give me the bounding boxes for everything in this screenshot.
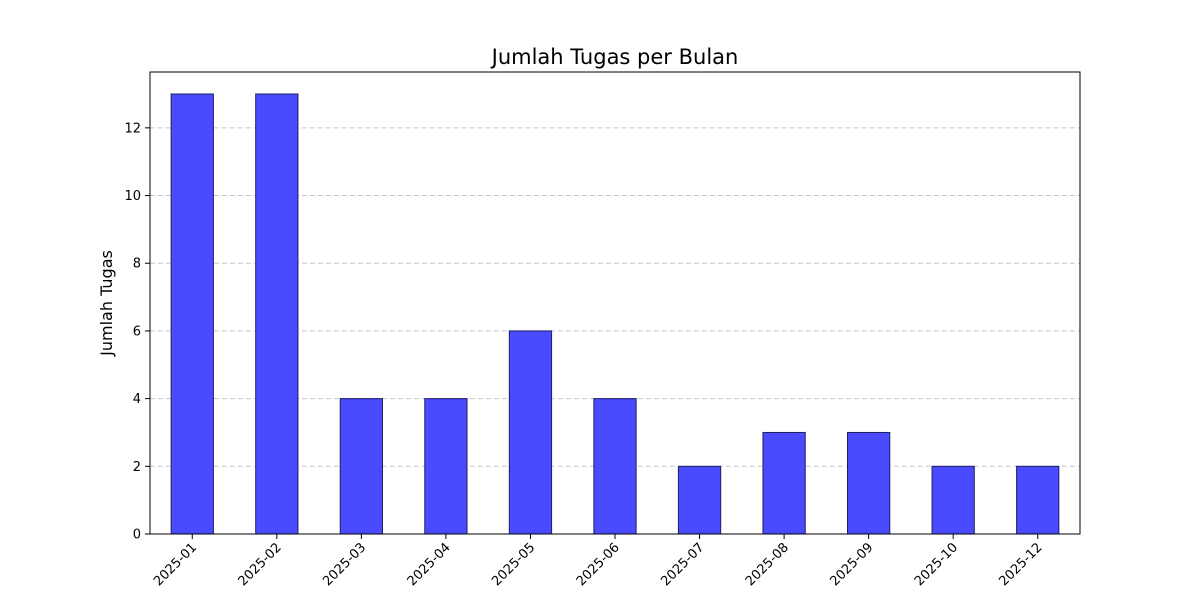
bar-2025-10 <box>931 465 975 535</box>
bar-2025-12 <box>1016 465 1060 535</box>
bar-2025-02 <box>255 93 299 535</box>
y-axis-label: Jumlah Tugas <box>97 250 116 357</box>
y-tick-label: 2 <box>133 460 141 475</box>
bar-2025-04 <box>424 398 468 535</box>
x-tick-label: 2025-10 <box>912 540 961 589</box>
plot-frame <box>149 71 1081 535</box>
y-tick-label: 12 <box>124 121 141 136</box>
y-tick-label: 10 <box>124 189 141 204</box>
y-tick-label: 0 <box>133 528 141 543</box>
bar-2025-07 <box>677 465 722 535</box>
bar-2025-08 <box>762 431 806 535</box>
bar-2025-05 <box>508 330 553 535</box>
x-tick-label: 2025-07 <box>658 540 707 589</box>
y-tick-label: 4 <box>133 392 141 407</box>
x-tick-label: 2025-05 <box>489 540 538 589</box>
bar-2025-01 <box>170 93 214 535</box>
x-tick-label: 2025-06 <box>574 540 623 589</box>
x-tick-label: 2025-02 <box>236 540 285 589</box>
bar-2025-06 <box>593 398 637 535</box>
bars <box>170 93 1060 535</box>
x-tick-label: 2025-12 <box>997 540 1046 589</box>
x-tick-label: 2025-08 <box>743 540 792 589</box>
chart-title: Jumlah Tugas per Bulan <box>490 45 739 69</box>
y-tick-label: 6 <box>133 324 141 339</box>
bar-2025-09 <box>847 431 891 535</box>
x-tick-label: 2025-03 <box>320 540 369 589</box>
x-tick-label: 2025-01 <box>151 540 200 589</box>
y-tick-label: 8 <box>133 257 141 272</box>
x-tick-label: 2025-04 <box>405 540 454 589</box>
x-tick-label: 2025-09 <box>827 540 876 589</box>
bar-2025-03 <box>339 398 383 535</box>
